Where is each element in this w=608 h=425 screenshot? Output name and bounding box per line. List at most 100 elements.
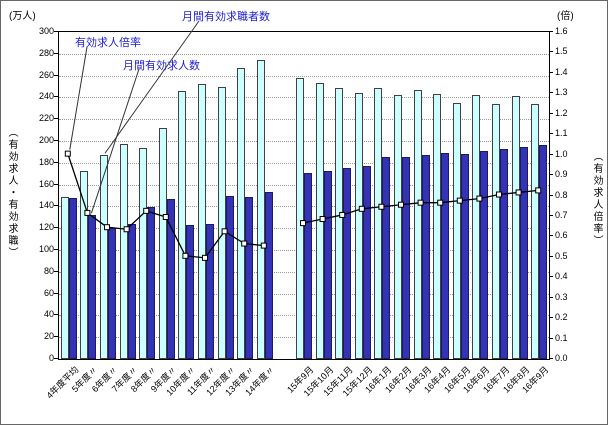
gridline [59,119,549,121]
bar-openings [500,148,508,359]
right-axis-tick-label: 0.6 [555,230,568,241]
left-axis-tick-label: 60 [43,287,54,298]
left-axis-tick [54,118,58,120]
left-axis-tick-label: 40 [43,309,54,320]
right-axis-tick-label: 1.2 [555,107,568,118]
bar-openings [245,196,254,359]
left-axis-unit-label: (万人) [9,11,36,22]
bar-openings [441,153,450,359]
left-axis-tick-label: 80 [43,265,54,276]
right-axis-tick [549,255,553,257]
right-axis-tick-label: 0.8 [555,189,568,200]
bar-seekers [531,104,540,359]
right-axis-tick-label: 0.7 [555,209,568,220]
bar-seekers [256,60,265,359]
right-axis-tick [549,71,553,73]
bar-seekers [374,87,383,359]
right-axis-tick [549,296,553,298]
right-axis-tick-label: 1.0 [555,148,568,159]
bar-seekers [335,87,344,359]
left-axis-tick-label: 260 [38,69,54,80]
gridline [59,75,549,77]
right-axis-tick-label: 0.0 [555,353,568,363]
right-axis-unit-label: (倍) [557,11,574,22]
right-axis-tick-label: 1.5 [555,46,568,57]
left-axis-tick-label: 180 [38,156,54,167]
left-axis-tick [54,31,58,32]
left-axis-tick-label: 300 [38,26,54,36]
right-axis-tick [549,51,553,53]
annotation-openings-label: 月間有効求人数 [123,60,200,72]
left-axis-tick-label: 0 [48,353,54,363]
bar-openings [460,154,469,359]
right-axis-tick [549,358,553,359]
plot-area [58,31,550,360]
bar-seekers [178,90,187,359]
bar-openings [362,166,371,359]
bar-seekers [472,95,481,359]
left-axis-tick [54,183,58,185]
right-axis-tick-label: 1.1 [555,128,568,139]
left-axis-tick [54,249,58,250]
left-axis-tick-label: 140 [38,200,54,211]
bar-openings [382,157,391,359]
bar-seekers [60,196,69,359]
left-axis-tick-label: 280 [38,47,54,58]
bar-seekers [492,104,500,359]
bar-openings [402,157,410,359]
bar-openings [343,168,352,359]
gridline [59,162,549,164]
left-axis-tick [54,161,58,163]
bar-openings [480,150,489,359]
left-axis-tick-label: 160 [38,178,54,189]
left-axis-tick-label: 240 [38,91,54,102]
right-axis-tick [549,133,553,135]
bar-openings [304,172,312,359]
left-axis-tick [54,358,58,359]
left-axis-tick-label: 20 [43,331,54,342]
annotation-ratio-label: 有効求人倍率 [75,37,141,49]
bar-openings [186,225,195,359]
bar-openings [206,223,214,359]
left-axis-tick [54,270,58,272]
left-axis-tick [54,292,58,294]
left-axis-tick [54,227,58,229]
right-axis-tick [549,92,553,94]
left-axis-tick-label: 220 [38,113,54,124]
right-axis-tick-label: 0.2 [555,312,568,323]
bar-seekers [217,86,226,359]
gridline [59,53,549,55]
bar-openings [68,197,77,359]
bar-seekers [237,68,246,359]
bar-openings [421,155,430,359]
right-axis-tick [549,31,553,32]
bar-seekers [452,102,461,359]
bar-openings [323,170,332,359]
right-axis-tick [549,174,553,176]
right-axis-tick [549,153,553,155]
bar-seekers [511,96,520,359]
bar-openings [166,198,175,359]
right-axis-tick [549,214,553,216]
left-axis-tick-label: 200 [38,135,54,145]
bar-seekers [394,95,402,359]
left-axis-tick-label: 100 [38,244,54,254]
bar-seekers [139,147,148,359]
left-axis-tick [54,52,58,54]
right-axis-tick [549,194,553,196]
bar-openings [127,223,136,359]
bar-seekers [296,77,304,359]
right-axis-title: （有効求人倍率） [591,151,602,247]
bar-seekers [158,128,167,359]
right-axis-tick-label: 0.4 [555,271,568,282]
bar-openings [539,145,548,359]
right-axis-tick-label: 0.5 [555,250,568,261]
right-axis-tick-label: 1.4 [555,66,568,77]
left-axis-tick [54,336,58,338]
right-axis-tick [549,317,553,319]
left-axis-tick [54,74,58,76]
bar-openings [225,195,234,359]
right-axis-tick [549,235,553,237]
gridline [59,97,549,99]
